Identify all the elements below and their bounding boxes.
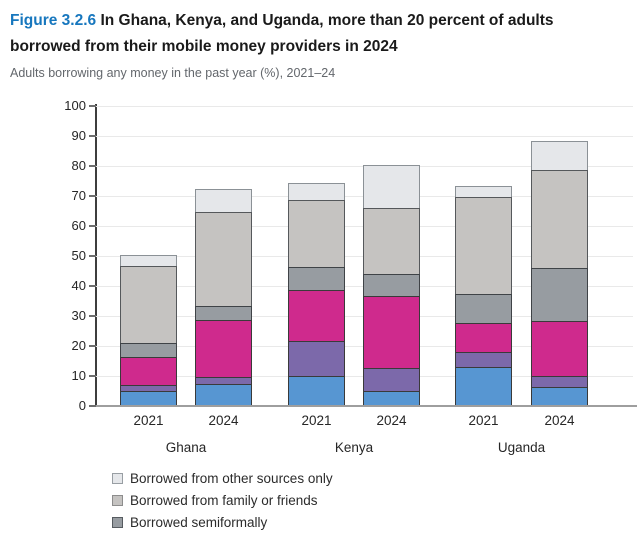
y-axis-tick <box>89 345 96 347</box>
y-tick-label: 90 <box>71 128 86 143</box>
x-country-label-ghana: Ghana <box>165 440 207 455</box>
y-tick-label: 70 <box>71 188 86 203</box>
bar-segment-blue <box>120 391 177 406</box>
figure-title-line1: Figure 3.2.6 In Ghana, Kenya, and Uganda… <box>10 8 636 34</box>
y-tick-label: 40 <box>71 278 86 293</box>
bar-segment-dark-gray <box>195 305 252 321</box>
bar-segment-purple <box>455 351 512 368</box>
y-axis-tick <box>89 135 96 137</box>
bar-segment-magenta <box>195 319 252 378</box>
gridline <box>96 106 633 107</box>
bar-segment-blue <box>195 383 252 406</box>
y-axis-tick <box>89 315 96 317</box>
y-axis-tick <box>89 405 96 407</box>
legend-swatch-family-friends <box>112 494 123 506</box>
y-axis-tick <box>89 375 96 377</box>
legend-swatch-semiformally <box>112 516 123 528</box>
chart: 0 10 20 30 40 50 60 70 80 90 100 <box>0 98 643 413</box>
bar-segment-medium-gray <box>363 207 420 275</box>
x-year-label: 2024 <box>544 413 575 428</box>
y-tick-label: 20 <box>71 338 86 353</box>
x-country-label-kenya: Kenya <box>334 440 374 455</box>
bar-segment-medium-gray <box>531 170 588 269</box>
bar-ghana-2024 <box>195 189 252 406</box>
y-axis-tick <box>89 105 96 107</box>
bar-segment-blue <box>288 376 345 406</box>
bar-ghana-2021 <box>120 255 177 406</box>
bar-segment-magenta <box>288 289 345 342</box>
legend-swatch-other-sources <box>112 472 123 484</box>
gridline <box>96 136 633 137</box>
x-year-label: 2021 <box>468 413 499 428</box>
bar-segment-blue <box>363 391 420 406</box>
y-tick-label: 60 <box>71 218 86 233</box>
bar-segment-dark-gray <box>455 293 512 324</box>
bar-uganda-2021 <box>455 186 512 406</box>
bar-kenya-2024 <box>363 165 420 406</box>
bar-segment-light-gray <box>288 183 345 201</box>
bar-segment-magenta <box>120 357 177 386</box>
x-year-label: 2021 <box>133 413 164 428</box>
x-year-label: 2024 <box>208 413 239 428</box>
y-tick-label: 50 <box>71 248 86 263</box>
legend-label: Borrowed from family or friends <box>130 492 318 508</box>
bar-segment-dark-gray <box>288 266 345 291</box>
y-tick-label: 0 <box>78 398 86 413</box>
bar-segment-dark-gray <box>363 274 420 297</box>
x-axis-line <box>95 405 637 407</box>
bar-segment-blue <box>531 386 588 406</box>
figure-number: Figure 3.2.6 <box>10 12 97 29</box>
y-axis-tick <box>89 165 96 167</box>
bar-segment-dark-gray <box>120 343 177 358</box>
legend-label: Borrowed from other sources only <box>130 470 333 486</box>
bar-segment-purple <box>363 368 420 392</box>
y-axis-tick <box>89 285 96 287</box>
y-axis-tick <box>89 225 96 227</box>
bar-segment-light-gray <box>363 165 420 209</box>
y-tick-label: 30 <box>71 308 86 323</box>
y-axis-tick <box>89 255 96 257</box>
plot-area <box>96 106 633 406</box>
bar-uganda-2024 <box>531 141 588 406</box>
legend-item: Borrowed semiformally <box>112 511 333 533</box>
x-country-label-uganda: Uganda <box>497 440 546 455</box>
figure-title-text: In Ghana, Kenya, and Uganda, more than 2… <box>100 12 554 29</box>
bar-segment-light-gray <box>531 141 588 171</box>
x-year-label: 2024 <box>376 413 407 428</box>
legend-item: Borrowed from family or friends <box>112 489 333 511</box>
bar-segment-magenta <box>455 322 512 353</box>
y-tick-label: 100 <box>64 98 86 113</box>
bar-segment-medium-gray <box>195 212 252 307</box>
figure-subtitle: Adults borrowing any money in the past y… <box>10 66 336 80</box>
x-year-label: 2021 <box>301 413 332 428</box>
bar-segment-magenta <box>531 321 588 377</box>
figure-title-line2: borrowed from their mobile money provide… <box>10 38 398 55</box>
bar-kenya-2021 <box>288 183 345 406</box>
legend-label: Borrowed semiformally <box>130 514 268 530</box>
legend: Borrowed from other sources only Borrowe… <box>112 467 333 533</box>
bar-segment-magenta <box>363 295 420 369</box>
bar-segment-dark-gray <box>531 268 588 322</box>
bar-segment-medium-gray <box>288 200 345 268</box>
figure-header: Figure 3.2.6 In Ghana, Kenya, and Uganda… <box>10 8 636 80</box>
bar-segment-blue <box>455 367 512 406</box>
y-tick-label: 80 <box>71 158 86 173</box>
bar-segment-light-gray <box>195 189 252 213</box>
bar-segment-medium-gray <box>455 197 512 295</box>
y-tick-label: 10 <box>71 368 86 383</box>
legend-item: Borrowed from other sources only <box>112 467 333 489</box>
y-axis-tick <box>89 195 96 197</box>
y-axis-line <box>95 104 97 407</box>
bar-segment-medium-gray <box>120 266 177 344</box>
bar-segment-purple <box>288 341 345 377</box>
